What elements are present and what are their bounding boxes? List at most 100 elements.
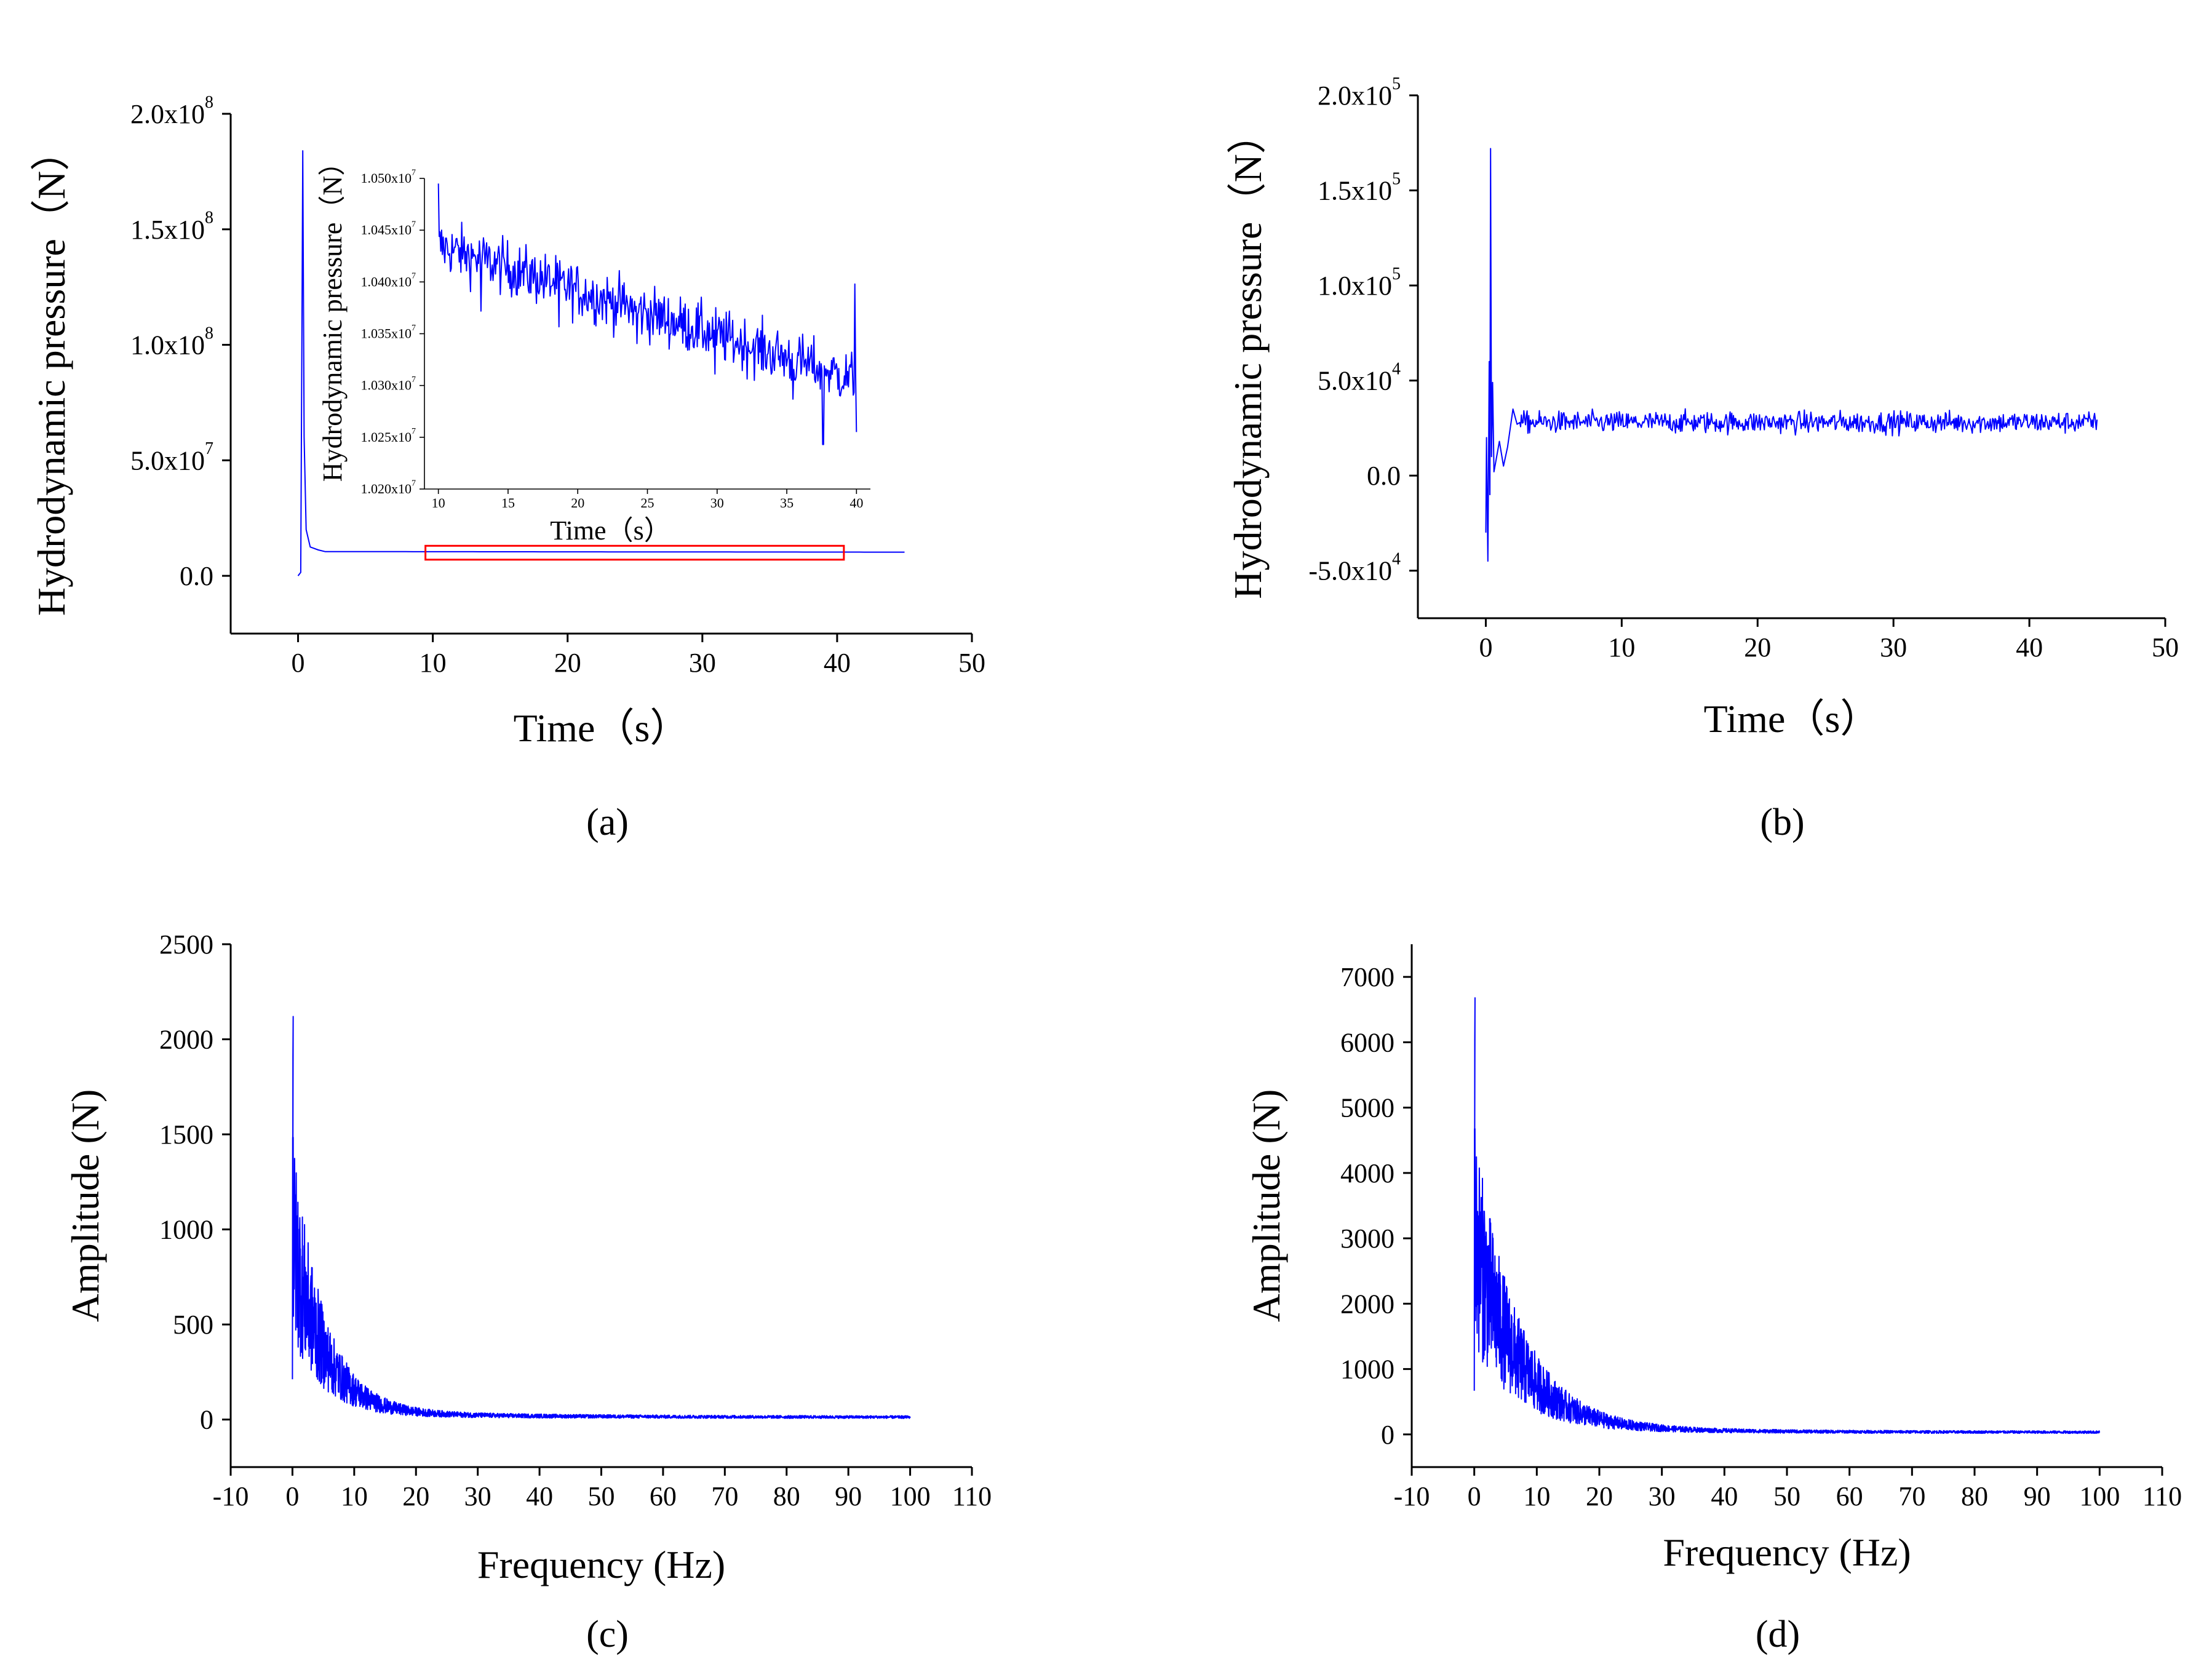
y-tick-label: 1.5x105 <box>1318 169 1401 205</box>
x-tick-label: 10 <box>432 495 445 511</box>
panel-d: -10 0 10 20 30 40 50 60 70 80 90 100 110 0 1000 2000 300… <box>1244 944 2182 1655</box>
y-tick-label: 0 <box>1381 1420 1394 1450</box>
x-tick-label: 100 <box>2079 1481 2120 1511</box>
x-tick-label: 0 <box>285 1481 299 1511</box>
x-axis-title: Frequency (Hz) <box>1663 1530 1911 1574</box>
inset-x-axis-title: Time（s） <box>550 515 670 546</box>
y-tick-label: -5.0x104 <box>1308 550 1401 586</box>
x-tick-label: 20 <box>402 1481 429 1511</box>
y-tick-label: 0 <box>200 1405 213 1435</box>
x-tick-label: 110 <box>2142 1481 2182 1511</box>
x-tick-label: 25 <box>641 495 654 511</box>
x-tick-label: 80 <box>1961 1481 1988 1511</box>
series-line <box>1473 997 2101 1434</box>
y-tick-label: 2000 <box>1340 1289 1394 1319</box>
y-tick-label: 1.0x108 <box>130 324 213 360</box>
y-axis-title: Amplitude (N) <box>63 1089 107 1323</box>
x-tick-label: 40 <box>526 1481 553 1511</box>
y-tick-label: 5000 <box>1340 1093 1394 1123</box>
inset-y-axis-title: Hydrodynamic pressure（N） <box>317 149 348 482</box>
x-axis-title: Frequency (Hz) <box>477 1543 725 1586</box>
y-tick-label: 6000 <box>1340 1027 1394 1057</box>
y-tick-label: 1000 <box>159 1215 213 1245</box>
x-tick-label: 40 <box>849 495 863 511</box>
x-tick-label: 50 <box>588 1481 615 1511</box>
x-tick-label: 40 <box>824 648 851 678</box>
x-tick-label: 110 <box>952 1481 992 1511</box>
y-tick-label: 2000 <box>159 1025 213 1055</box>
x-tick-label: 10 <box>1608 632 1635 662</box>
x-tick-label: 35 <box>780 495 794 511</box>
x-tick-label: 30 <box>689 648 716 678</box>
x-tick-label: 60 <box>650 1481 677 1511</box>
panel-label: (b) <box>1760 802 1804 843</box>
panel-a: 0 10 20 30 40 50 0.0 5.0x107 1.0x108 1.5x108 2.0x1… <box>30 93 985 843</box>
y-tick-label: 4000 <box>1340 1158 1394 1188</box>
y-tick-label: 1.0x105 <box>1318 265 1401 301</box>
series-line <box>292 1016 911 1419</box>
panel-label: (c) <box>586 1613 629 1655</box>
x-tick-label: 70 <box>1898 1481 1925 1511</box>
x-tick-label: 50 <box>1773 1481 1800 1511</box>
y-tick-label: 0.0 <box>180 561 213 591</box>
x-tick-label: 0 <box>292 648 305 678</box>
inset-series-line <box>437 183 857 445</box>
x-tick-label: 100 <box>890 1481 931 1511</box>
y-axis-title: Hydrodynamic pressure（N） <box>30 132 73 616</box>
x-axis-title: Time（s） <box>514 706 690 750</box>
y-axis-title: Amplitude (N) <box>1244 1089 1288 1323</box>
y-tick-label: 5.0x107 <box>130 439 213 475</box>
x-tick-label: -10 <box>1394 1481 1430 1511</box>
x-tick-label: 30 <box>1649 1481 1676 1511</box>
y-axis-title: Hydrodynamic pressure（N） <box>1226 114 1270 599</box>
y-tick-label: 3000 <box>1340 1223 1394 1254</box>
y-tick-label: 2500 <box>159 929 213 960</box>
series-line <box>1485 148 2098 562</box>
panel-label: (a) <box>586 802 629 843</box>
panel-label: (d) <box>1756 1613 1800 1655</box>
panel-b: 0 10 20 30 40 50 -5.0x104 0.0 5.0x104 1.0x105 1.5x… <box>1226 74 2179 843</box>
x-tick-label: 15 <box>501 495 515 511</box>
y-tick-label: 0.0 <box>1367 461 1401 491</box>
x-tick-label: 90 <box>2024 1481 2051 1511</box>
x-tick-label: 0 <box>1468 1481 1481 1511</box>
y-tick-label: 2.0x105 <box>1318 74 1401 111</box>
y-tick-label: 7000 <box>1340 962 1394 992</box>
x-tick-label: 20 <box>554 648 581 678</box>
x-tick-label: 80 <box>773 1481 800 1511</box>
y-tick-label: 1.030x107 <box>361 375 416 393</box>
y-tick-label: 2.0x108 <box>130 93 213 129</box>
x-tick-label: 90 <box>835 1481 862 1511</box>
x-tick-label: 40 <box>1711 1481 1738 1511</box>
y-tick-label: 1.020x107 <box>361 479 416 496</box>
x-tick-label: 30 <box>464 1481 491 1511</box>
x-tick-label: -10 <box>213 1481 249 1511</box>
x-axis-title: Time（s） <box>1704 697 1880 741</box>
y-tick-label: 1.040x107 <box>361 272 416 290</box>
series-line <box>297 150 905 576</box>
x-tick-label: 40 <box>2016 632 2043 662</box>
highlight-box <box>424 544 845 561</box>
x-tick-label: 50 <box>2152 632 2179 662</box>
x-tick-label: 50 <box>958 648 985 678</box>
x-tick-label: 10 <box>1523 1481 1550 1511</box>
y-tick-label: 5.0x104 <box>1318 359 1401 396</box>
y-tick-label: 1500 <box>159 1120 213 1150</box>
x-tick-label: 30 <box>710 495 724 511</box>
y-tick-label: 1000 <box>1340 1355 1394 1385</box>
x-tick-label: 10 <box>420 648 447 678</box>
x-tick-label: 10 <box>341 1481 368 1511</box>
panel-c: -10 0 10 20 30 40 50 60 70 80 90 100 110 0 500 1000 1500… <box>63 929 992 1655</box>
x-tick-label: 20 <box>1586 1481 1613 1511</box>
y-tick-label: 1.035x107 <box>361 324 416 341</box>
y-tick-label: 1.025x107 <box>361 427 416 445</box>
x-tick-label: 70 <box>711 1481 738 1511</box>
y-tick-label: 1.045x107 <box>361 220 416 238</box>
x-tick-label: 0 <box>1479 632 1492 662</box>
x-tick-label: 60 <box>1836 1481 1863 1511</box>
y-tick-label: 1.050x107 <box>361 168 416 186</box>
inset-chart: 10 15 20 25 30 35 40 1.020x107 1.025x107 1.030x10… <box>317 149 870 546</box>
x-tick-label: 20 <box>1744 632 1771 662</box>
x-tick-label: 20 <box>571 495 584 511</box>
